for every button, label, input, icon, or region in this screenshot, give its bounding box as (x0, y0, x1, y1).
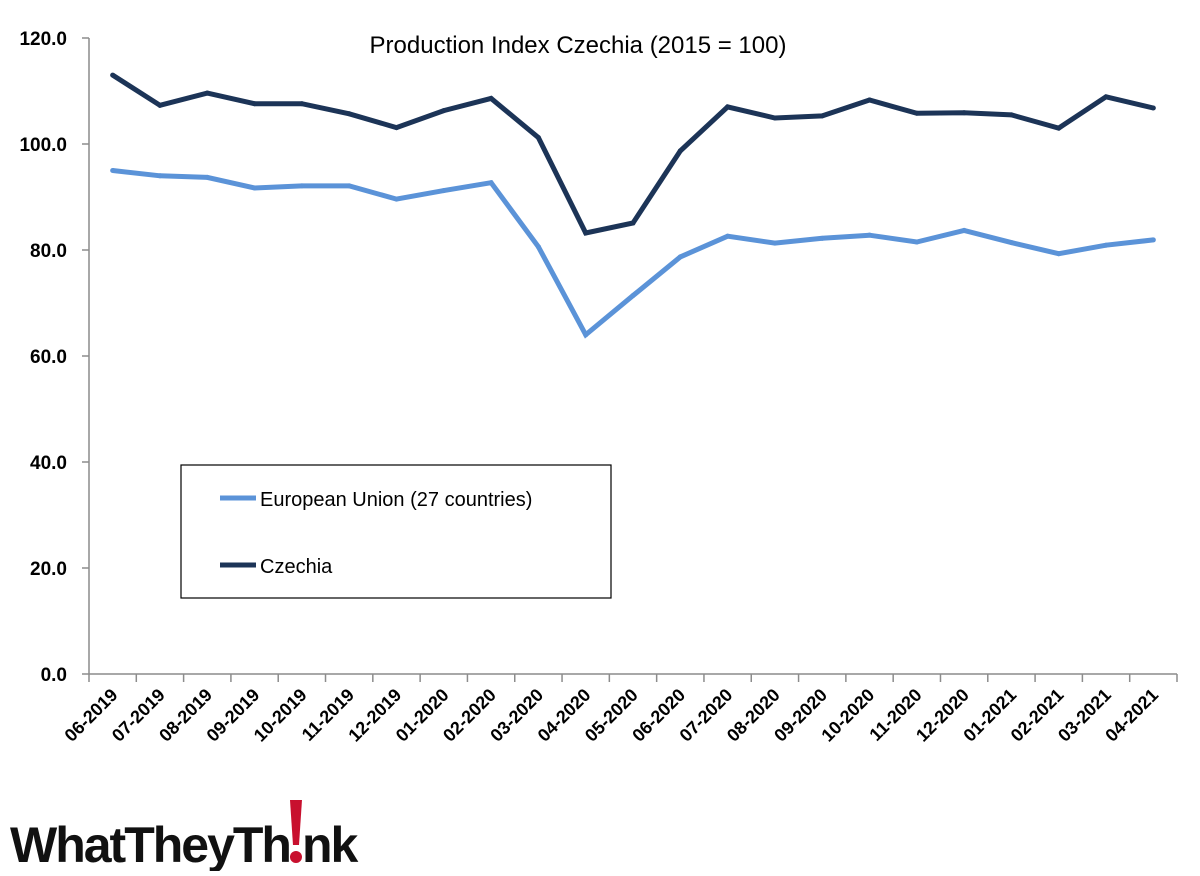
x-tick-label: 04-2021 (1101, 685, 1162, 746)
data-point (393, 196, 399, 202)
y-tick-label: 40.0 (30, 453, 67, 474)
data-point (914, 239, 920, 245)
data-point (725, 104, 731, 110)
data-point (157, 102, 163, 108)
data-point (204, 90, 210, 96)
series-line-1 (111, 72, 1154, 236)
data-point (819, 235, 825, 241)
legend-label: European Union (27 countries) (260, 489, 532, 511)
x-tick-label: 10-2020 (817, 685, 878, 746)
series-line-0 (112, 168, 1154, 339)
x-tick-label: 10-2019 (250, 685, 311, 746)
data-point (157, 173, 163, 179)
data-point (110, 168, 116, 173)
data-point (1056, 251, 1062, 257)
x-axis: 06-201907-201908-201909-201910-201911-20… (61, 673, 1178, 746)
data-point (346, 183, 352, 189)
data-point (1150, 237, 1156, 243)
data-point (252, 101, 258, 107)
data-point (252, 185, 258, 191)
y-tick-label: 20.0 (30, 559, 67, 580)
data-point (961, 227, 967, 233)
legend-label: Czechia (260, 556, 333, 578)
data-point (299, 183, 305, 189)
data-point (441, 188, 447, 194)
data-point (1103, 242, 1109, 248)
data-point (772, 115, 778, 121)
data-point (535, 135, 541, 141)
data-point (819, 113, 825, 119)
data-point (346, 111, 352, 117)
data-point (630, 293, 636, 299)
data-point (299, 101, 305, 107)
exclamation-icon (289, 800, 302, 845)
exclamation-dot-icon (289, 851, 302, 863)
y-tick-label: 0.0 (41, 665, 67, 686)
logo-text-start: WhatTheyTh (10, 817, 290, 871)
data-point (1150, 105, 1156, 111)
data-point (110, 72, 116, 78)
y-tick-label: 100.0 (19, 135, 67, 156)
data-point (1008, 240, 1014, 246)
data-point (1056, 125, 1062, 131)
data-point (914, 110, 920, 116)
data-point (867, 232, 873, 238)
data-point (1103, 94, 1109, 100)
logo-text-end: nk (302, 817, 359, 871)
data-point (1008, 112, 1014, 118)
data-point (583, 230, 589, 236)
data-point (393, 125, 399, 131)
legend: European Union (27 countries) Czechia (180, 464, 612, 599)
data-point (961, 110, 967, 116)
data-point (867, 97, 873, 103)
data-point (488, 95, 494, 101)
data-point (441, 108, 447, 114)
data-point (488, 180, 494, 186)
data-point (725, 233, 731, 239)
data-point (677, 148, 683, 154)
whattheythink-logo: WhatTheyTh nk (10, 800, 361, 873)
y-tick-label: 60.0 (30, 347, 67, 368)
y-tick-label: 120.0 (19, 29, 67, 50)
data-point (772, 240, 778, 246)
data-point (535, 244, 541, 250)
series-layer (110, 72, 1156, 339)
y-tick-label: 80.0 (30, 241, 67, 262)
data-point (630, 220, 636, 226)
data-point (677, 254, 683, 260)
chart-title: Production Index Czechia (2015 = 100) (370, 32, 787, 59)
y-axis: 0.0 20.0 40.0 60.0 80.0 100.0 120.0 (19, 29, 90, 686)
data-point (204, 174, 210, 180)
legend-box (180, 464, 612, 599)
data-point (583, 332, 589, 338)
